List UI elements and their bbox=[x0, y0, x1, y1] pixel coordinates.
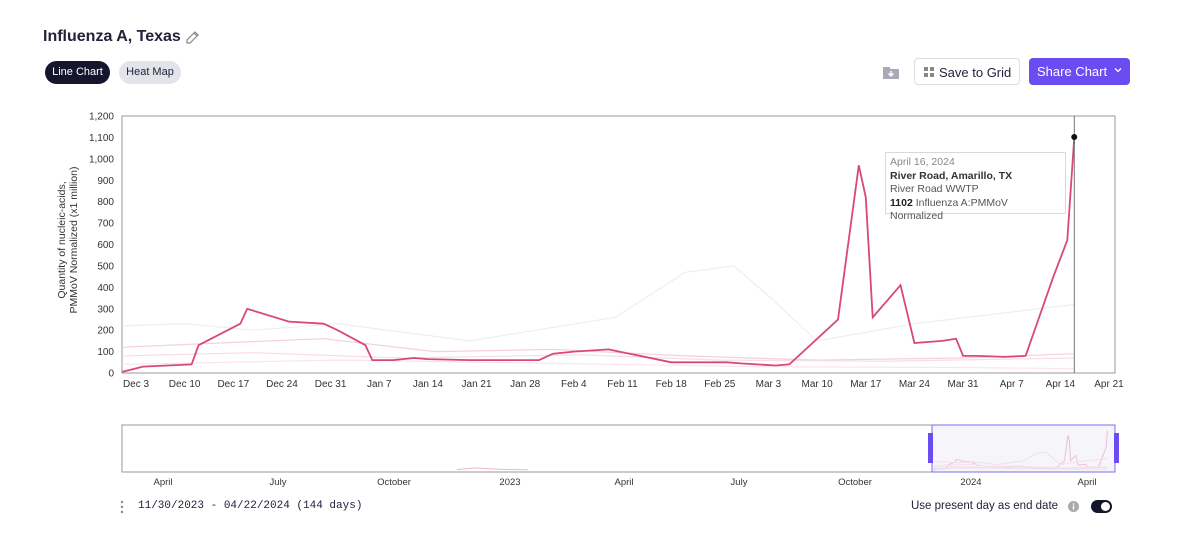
x-tick-label: Dec 10 bbox=[169, 379, 201, 390]
x-tick-label: Jan 28 bbox=[510, 379, 540, 390]
x-tick-label: Jan 14 bbox=[413, 379, 443, 390]
x-tick-label: Apr 14 bbox=[1046, 379, 1076, 390]
x-tick-label: Dec 31 bbox=[315, 379, 347, 390]
y-tick-label: 800 bbox=[97, 197, 114, 208]
y-tick-label: 0 bbox=[108, 369, 114, 380]
save-to-grid-label: Save to Grid bbox=[939, 65, 1012, 80]
tooltip-date: April 16, 2024 bbox=[890, 156, 955, 168]
overview-tick-label: 2023 bbox=[499, 477, 520, 488]
overview-tick-label: July bbox=[270, 477, 287, 488]
chart-tooltip: April 16, 2024 River Road, Amarillo, TX … bbox=[885, 152, 1066, 222]
overview-tick-label: July bbox=[731, 477, 748, 488]
y-tick-label: 900 bbox=[97, 176, 114, 187]
y-axis-label-line2: PMMoV Normalized (x1 million) bbox=[68, 166, 80, 313]
brush-selection[interactable] bbox=[931, 424, 1116, 473]
tooltip-plant: River Road WWTP bbox=[890, 183, 979, 195]
y-tick-label: 200 bbox=[97, 326, 114, 337]
y-tick-label: 1,100 bbox=[89, 133, 114, 144]
brush-handle-left[interactable] bbox=[928, 433, 933, 463]
present-day-toggle[interactable] bbox=[1091, 500, 1112, 513]
series-layer bbox=[121, 136, 1076, 373]
tooltip-value: 1102 bbox=[890, 196, 913, 209]
grid-icon bbox=[924, 67, 934, 77]
overview-tick-label: April bbox=[614, 477, 633, 488]
save-to-grid-button[interactable]: Save to Grid bbox=[914, 58, 1020, 85]
x-tick-label: Feb 18 bbox=[656, 379, 688, 390]
x-tick-label: Mar 10 bbox=[802, 379, 834, 390]
y-axis-label: Quantity of nucleic-acids, bbox=[56, 181, 68, 298]
x-tick-label: Dec 24 bbox=[266, 379, 298, 390]
series-line[interactable] bbox=[122, 338, 1075, 361]
x-tick-label: Jan 21 bbox=[462, 379, 492, 390]
y-axis: 0 100 200 300 400 500 600 700 800 900 1,000 1,100 1,… bbox=[89, 112, 114, 380]
x-tick-label: Mar 31 bbox=[947, 379, 979, 390]
x-tick-label: Feb 25 bbox=[704, 379, 736, 390]
x-tick-label: Jan 7 bbox=[367, 379, 392, 390]
y-tick-label: 600 bbox=[97, 240, 114, 251]
tooltip-site: River Road, Amarillo, TX bbox=[890, 169, 1013, 182]
toggle-knob bbox=[1101, 502, 1110, 511]
y-tick-label: 400 bbox=[97, 283, 114, 294]
overview-x-axis: April July October 2023 April July October 2024… bbox=[153, 477, 1096, 488]
tab-heat-map[interactable]: Heat Map bbox=[119, 61, 181, 84]
series-line[interactable] bbox=[122, 265, 1075, 342]
hover-layer bbox=[1071, 116, 1078, 373]
x-tick-label: Dec 17 bbox=[217, 379, 249, 390]
y-tick-label: 300 bbox=[97, 304, 114, 315]
overview-brush-chart[interactable]: April July October 2023 April July October 2024… bbox=[0, 420, 1184, 490]
tooltip-value-row: 1102 Influenza A:PMMoV Normalized bbox=[890, 197, 1061, 224]
tab-line-chart[interactable]: Line Chart bbox=[45, 61, 110, 84]
overview-tick-label: April bbox=[1077, 477, 1096, 488]
hover-point bbox=[1071, 133, 1078, 140]
x-tick-label: Apr 21 bbox=[1094, 379, 1124, 390]
x-axis: Dec 3 Dec 10 Dec 17 Dec 24 Dec 31 Jan 7 Jan 14… bbox=[123, 379, 1124, 390]
overview-tick-label: October bbox=[377, 477, 411, 488]
y-tick-label: 1,200 bbox=[89, 112, 114, 123]
y-tick-label: 500 bbox=[97, 261, 114, 272]
line-chart[interactable]: 0 100 200 300 400 500 600 700 800 900 1,000 1,100 1,… bbox=[0, 0, 1184, 400]
info-icon[interactable] bbox=[1068, 501, 1079, 512]
overview-tick-label: April bbox=[153, 477, 172, 488]
tooltip-unit: Influenza A:PMMoV Normalized bbox=[890, 196, 1008, 223]
series-line-highlighted[interactable] bbox=[121, 136, 1076, 373]
x-tick-label: Feb 4 bbox=[561, 379, 587, 390]
present-day-label: Use present day as end date bbox=[911, 500, 1059, 512]
y-tick-label: 100 bbox=[97, 347, 114, 358]
series-line[interactable] bbox=[122, 359, 1075, 370]
download-folder-icon[interactable] bbox=[881, 62, 901, 82]
pencil-icon[interactable] bbox=[184, 29, 202, 47]
chevron-down-icon bbox=[1114, 68, 1122, 73]
x-tick-label: Apr 7 bbox=[1000, 379, 1024, 390]
page-title: Influenza A, Texas bbox=[43, 28, 181, 45]
y-tick-label: 1,000 bbox=[89, 154, 114, 165]
x-tick-label: Feb 11 bbox=[607, 379, 638, 390]
y-tick-label: 700 bbox=[97, 219, 114, 230]
series-line[interactable] bbox=[122, 352, 1075, 362]
share-chart-label: Share Chart bbox=[1037, 64, 1108, 79]
x-tick-label: Dec 3 bbox=[123, 379, 150, 390]
brush-handle-right[interactable] bbox=[1114, 433, 1119, 463]
share-chart-button[interactable]: Share Chart bbox=[1029, 58, 1130, 85]
plot-frame bbox=[121, 115, 1116, 374]
overview-tick-label: October bbox=[838, 477, 872, 488]
drag-handle-icon[interactable] bbox=[118, 500, 126, 514]
x-tick-label: Mar 24 bbox=[899, 379, 931, 390]
date-range-text: 11/30/2023 - 04/22/2024 (144 days) bbox=[138, 500, 363, 512]
overview-tick-label: 2024 bbox=[960, 477, 981, 488]
overview-series-line bbox=[456, 467, 528, 471]
x-tick-label: Mar 17 bbox=[850, 379, 882, 390]
x-tick-label: Mar 3 bbox=[756, 379, 782, 390]
